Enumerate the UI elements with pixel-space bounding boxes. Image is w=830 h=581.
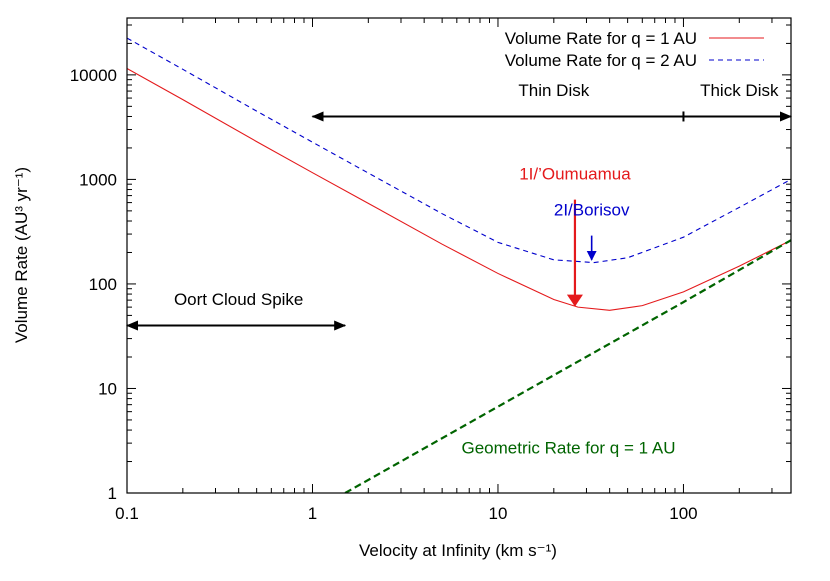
thin-disk-label: Thin Disk (518, 81, 589, 100)
legend-label-volume-rate-for-q-2-au: Volume Rate for q = 2 AU (505, 51, 697, 70)
x-axis-title: Velocity at Infinity (km s⁻¹) (359, 541, 557, 560)
borisov-label: 2I/Borisov (554, 201, 630, 220)
y-axis-title: Volume Rate (AU³ yr⁻¹) (12, 167, 31, 343)
y-tick-label: 10000 (70, 66, 117, 85)
y-tick-label: 1 (108, 484, 117, 503)
legend: Volume Rate for q = 1 AU Volume Rate for … (505, 29, 764, 70)
oort-cloud-label: Oort Cloud Spike (174, 290, 303, 309)
annotation-layer: Thin Disk Thick Disk Oort Cloud Spike 1I/’O… (126, 81, 792, 457)
y-axis: 1 10 100 1000 10000 (70, 24, 791, 503)
x-axis: 0.1 1 10 100 (115, 18, 773, 523)
legend-label-volume-rate-for-q-1-au: Volume Rate for q = 1 AU (505, 29, 697, 48)
x-tick-label: 0.1 (115, 504, 139, 523)
x-tick-label: 1 (308, 504, 317, 523)
x-tick-label: 100 (669, 504, 697, 523)
y-tick-label: 10 (98, 379, 117, 398)
oumuamua-label: 1I/’Oumuamua (519, 164, 631, 183)
series-line-geometric-rate-for-q-1-au (344, 239, 791, 493)
x-tick-label: 10 (489, 504, 508, 523)
plot-frame (126, 17, 792, 494)
thick-disk-label: Thick Disk (700, 81, 779, 100)
geometric-rate-label: Geometric Rate for q = 1 AU (461, 438, 675, 457)
series-layer (127, 37, 791, 493)
series-line-volume-rate-for-q-1-au (127, 68, 791, 311)
y-tick-label: 100 (89, 275, 117, 294)
y-tick-label: 1000 (79, 170, 117, 189)
series-line-volume-rate-for-q-2-au (127, 37, 791, 264)
